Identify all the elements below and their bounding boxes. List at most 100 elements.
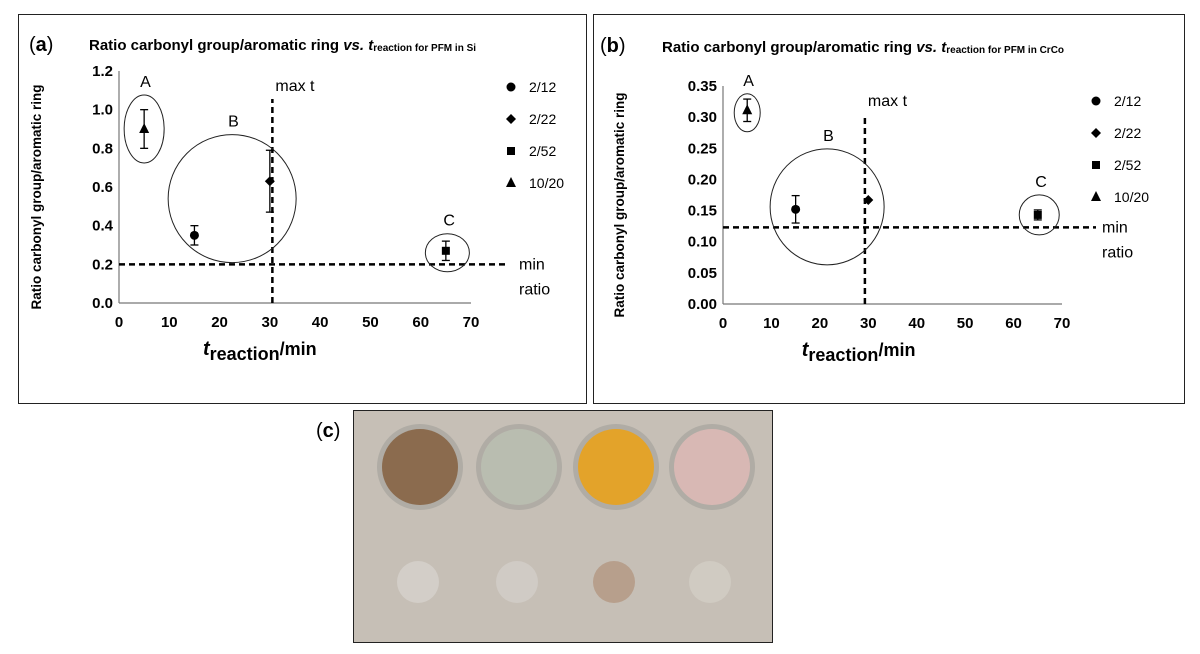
legend-marker-triangle — [506, 177, 516, 187]
y-tick-label: 0.15 — [688, 203, 717, 220]
x-axis-label-unit: /min — [280, 339, 317, 359]
group-ellipse — [167, 134, 297, 264]
panel-label-open: ( — [29, 34, 36, 56]
panel-label-open: ( — [600, 35, 607, 57]
legend-marker-diamond — [1091, 128, 1101, 138]
sample-disc — [496, 561, 538, 603]
x-tick-label: 40 — [312, 314, 329, 331]
legend-label: 2/22 — [1114, 125, 1141, 141]
chart-title-main: Ratio carbonyl group/aromatic ring — [89, 37, 343, 54]
legend-marker-square — [1092, 161, 1100, 169]
group-ellipse — [733, 93, 761, 133]
data-point-circle — [189, 230, 199, 240]
sample-disc — [689, 561, 731, 603]
data-point-triangle — [139, 123, 150, 133]
chart-title-vs: vs. — [343, 37, 364, 54]
x-tick-label: 0 — [719, 315, 727, 332]
group-label: B — [228, 114, 239, 131]
group-ellipse — [123, 94, 165, 164]
x-tick-label: 0 — [115, 314, 123, 331]
metal-disc — [382, 429, 458, 505]
chart-b-svg: (b) Ratio carbonyl group/aromatic ring vs… — [600, 35, 1149, 365]
x-axis-label-t: t — [203, 338, 211, 360]
group-label: C — [443, 213, 455, 230]
x-tick-label: 60 — [1005, 315, 1022, 332]
panel-label-letter: b — [607, 35, 619, 57]
min-ratio-label-1: min — [1102, 219, 1128, 236]
chart-title-t: t — [368, 37, 374, 54]
panel-label-close: ) — [619, 35, 626, 57]
data-point-diamond — [863, 194, 874, 205]
chart-title-main: Ratio carbonyl group/aromatic ring — [662, 39, 916, 56]
group-label: B — [823, 128, 834, 145]
panel-label-letter: a — [36, 34, 48, 56]
max-t-label: max t — [868, 93, 908, 110]
y-tick-label: 0.8 — [92, 140, 113, 157]
chart-title: Ratio carbonyl group/aromatic ring vs. t… — [662, 39, 1064, 56]
y-tick-label: 0.05 — [688, 265, 717, 282]
chart-a-svg: (a) Ratio carbonyl group/aromatic ring vs… — [29, 34, 564, 364]
y-tick-label: 0.4 — [92, 218, 114, 235]
legend-marker-circle — [506, 82, 516, 92]
y-tick-label: 0.0 — [92, 295, 113, 312]
sample-disc — [397, 561, 439, 603]
group-label: C — [1035, 174, 1047, 191]
sample-disc — [593, 561, 635, 603]
panel-label: (a) — [29, 34, 53, 56]
legend-label: 2/12 — [529, 79, 556, 95]
chart-title-sub: reaction for PFM in Si — [373, 43, 476, 54]
y-axis-label: Ratio carbonyl group/aromatic ring — [612, 92, 627, 317]
x-tick-label: 50 — [362, 314, 379, 331]
metal-disc — [481, 429, 557, 505]
x-axis-label: treaction/min — [802, 339, 916, 365]
data-point-square — [441, 246, 450, 255]
panel-label-c: (c) — [316, 420, 341, 442]
y-tick-label: 0.00 — [688, 296, 717, 313]
x-tick-label: 30 — [860, 315, 877, 332]
y-tick-label: 0.2 — [92, 256, 113, 273]
legend-label: 10/20 — [1114, 189, 1149, 205]
x-axis-label: treaction/min — [203, 338, 317, 364]
chart-title: Ratio carbonyl group/aromatic ring vs. t… — [89, 37, 476, 54]
chart-title-vs: vs. — [916, 39, 937, 56]
x-axis-label-unit: /min — [878, 340, 915, 360]
legend-marker-diamond — [506, 114, 516, 124]
legend-marker-square — [507, 147, 515, 155]
chart-panel-b: (b) Ratio carbonyl group/aromatic ring vs… — [593, 14, 1185, 404]
legend-marker-circle — [1091, 96, 1101, 106]
legend-label: 2/12 — [1114, 93, 1141, 109]
x-tick-label: 50 — [957, 315, 974, 332]
group-ellipse — [424, 233, 470, 273]
x-tick-label: 20 — [812, 315, 829, 332]
x-tick-label: 40 — [908, 315, 925, 332]
x-axis-label-sub: reaction — [808, 345, 878, 365]
sample-photo — [353, 410, 773, 643]
min-ratio-label-1: min — [519, 256, 545, 273]
metal-disc — [674, 429, 750, 505]
data-point-triangle — [742, 104, 753, 115]
y-tick-label: 1.2 — [92, 63, 113, 80]
data-point-circle — [791, 204, 801, 214]
x-tick-label: 30 — [262, 314, 279, 331]
data-point-diamond — [264, 176, 275, 187]
chart-title-sub: reaction for PFM in CrCo — [946, 45, 1064, 56]
y-axis-label: Ratio carbonyl group/aromatic ring — [29, 84, 44, 309]
legend-label: 2/22 — [529, 111, 556, 127]
max-t-label: max t — [275, 78, 315, 95]
y-tick-label: 1.0 — [92, 102, 113, 119]
x-tick-label: 60 — [412, 314, 429, 331]
data-point-square — [1033, 210, 1042, 219]
sample-photo-svg — [354, 411, 772, 642]
x-tick-label: 10 — [763, 315, 780, 332]
metal-disc — [578, 429, 654, 505]
x-tick-label: 10 — [161, 314, 178, 331]
legend-label: 10/20 — [529, 175, 564, 191]
group-ellipse — [769, 148, 885, 266]
y-tick-label: 0.35 — [688, 78, 717, 95]
panel-label: (b) — [600, 35, 626, 57]
x-axis-label-t: t — [802, 339, 810, 361]
x-tick-label: 70 — [1054, 315, 1071, 332]
y-tick-label: 0.30 — [688, 109, 717, 126]
legend-label: 2/52 — [1114, 157, 1141, 173]
x-axis-label-sub: reaction — [210, 344, 280, 364]
